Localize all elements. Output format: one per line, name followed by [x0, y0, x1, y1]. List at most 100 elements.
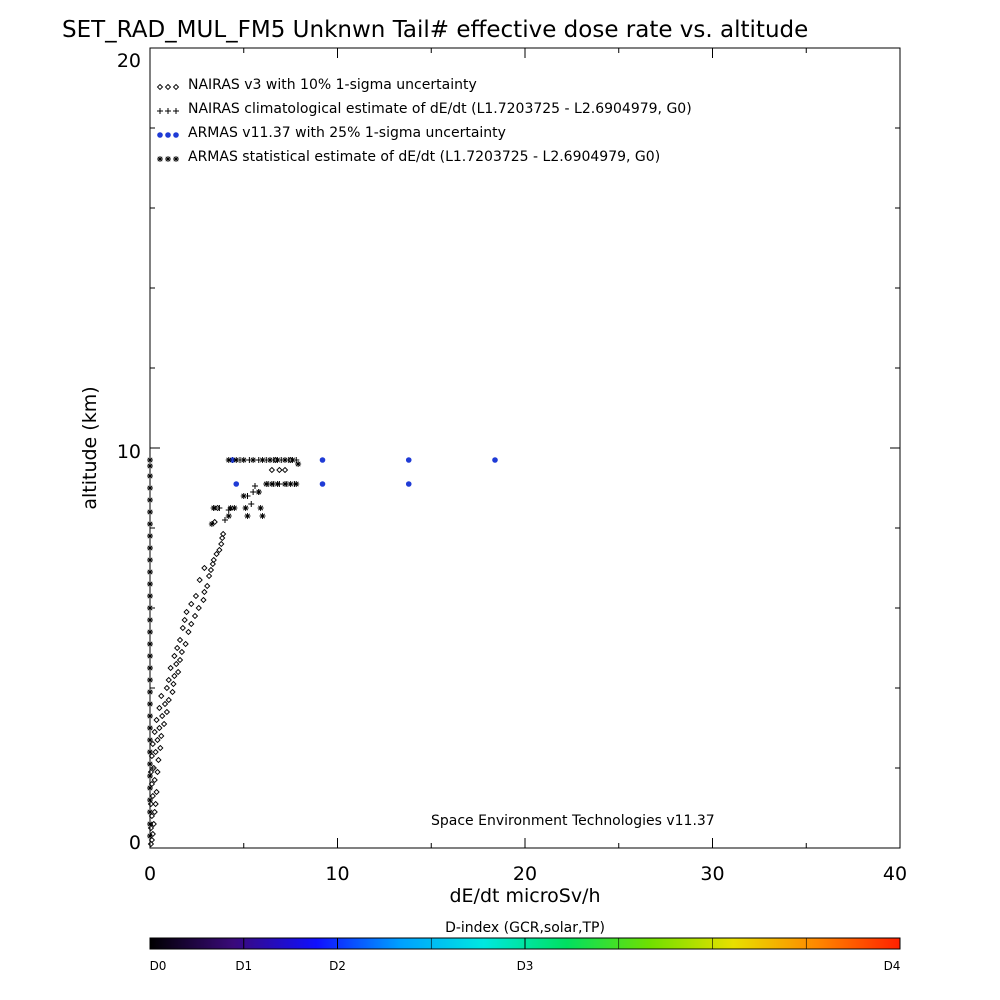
armas-statistical-point [242, 505, 249, 511]
data-points [147, 456, 498, 848]
nairas-v3-point [157, 744, 164, 752]
armas-statistical-point [274, 457, 281, 463]
nairas-v3-point [201, 564, 208, 572]
nairas-v3-point [163, 708, 171, 716]
armas-statistical-point [147, 581, 153, 587]
nairas-v3-point [174, 644, 181, 652]
nairas-v3-point [147, 800, 155, 808]
nairas-v3-point [196, 576, 203, 584]
armas-statistical-point [257, 505, 264, 511]
nairas-v3-point [188, 620, 195, 628]
nairas-v3-point [151, 808, 158, 816]
armas-statistical-point [208, 521, 215, 527]
armas-statistical-point [147, 677, 153, 683]
nairas-v3-point [158, 692, 165, 700]
chart-title: SET_RAD_MUL_FM5 Unknwn Tail# effective d… [62, 17, 808, 43]
nairas-v3-point [151, 728, 158, 736]
x-tick-label-30: 30 [700, 863, 724, 885]
nairas-v3-point [211, 518, 218, 526]
armas-statistical-point [147, 473, 153, 479]
x-tick-label-40: 40 [883, 863, 907, 885]
nairas-v3-point [182, 640, 189, 648]
armas-statistical-point [147, 689, 153, 695]
nairas-v3-point [170, 680, 177, 688]
legend-symbol [157, 132, 163, 138]
armas-statistical-point [263, 481, 270, 487]
legend-symbol [157, 156, 163, 162]
colorbar-label-d0: D0 [150, 959, 167, 973]
nairas-v3-point [181, 616, 188, 624]
armas-statistical-point [282, 481, 288, 487]
nairas-v3-point [281, 466, 289, 474]
nairas-v3-point [204, 582, 211, 590]
armas-statistical-point [147, 617, 153, 623]
armas-statistical-point [225, 457, 232, 463]
armas-statistical-point [147, 545, 153, 551]
armas-statistical-point [147, 641, 153, 647]
legend-symbol [165, 132, 171, 138]
nairas-v3-point [268, 466, 276, 474]
nairas-climatological-point [250, 489, 257, 495]
plot-frame [149, 47, 901, 849]
nairas-v3-point [147, 840, 155, 848]
armas-statistical-point [147, 821, 153, 827]
armas-v11-point [405, 481, 412, 487]
nairas-v3-point [169, 688, 176, 696]
nairas-v3-point [219, 530, 227, 538]
nairas-v3-point [153, 788, 160, 796]
y-tick-label-20: 20 [117, 50, 141, 72]
armas-statistical-point [147, 701, 153, 707]
armas-statistical-point [255, 489, 262, 495]
armas-statistical-point [227, 505, 234, 511]
legend-label-armas-statistical: ARMAS statistical estimate of dE/dt (L1.… [188, 149, 660, 165]
armas-statistical-point [147, 797, 153, 803]
legend-symbol [157, 108, 163, 114]
armas-statistical-point [147, 713, 153, 719]
legend-symbol [173, 132, 179, 138]
armas-statistical-point [147, 809, 153, 815]
nairas-v3-point [155, 756, 162, 764]
armas-statistical-point [268, 481, 275, 487]
armas-statistical-point [147, 521, 153, 527]
nairas-v3-point [149, 792, 156, 800]
nairas-v3-point [156, 724, 163, 732]
armas-statistical-point [147, 761, 153, 767]
legend-label-nairas-v3: NAIRAS v3 with 10% 1-sigma uncertainty [188, 77, 477, 93]
nairas-v3-point [167, 664, 174, 672]
legend-symbol [173, 156, 179, 162]
armas-v11-point [492, 457, 498, 463]
nairas-v3-point [152, 748, 159, 756]
armas-statistical-point [147, 569, 153, 575]
credit-annotation: Space Environment Technologies v11.37 [431, 813, 715, 829]
nairas-v3-point [148, 752, 156, 760]
armas-v11-point [319, 481, 326, 487]
armas-statistical-point [147, 785, 153, 791]
armas-statistical-point [147, 749, 153, 755]
armas-statistical-point [147, 653, 153, 659]
legend-marker-armas-v11 [157, 132, 179, 138]
y-tick-label-0: 0 [129, 832, 141, 854]
legend: NAIRAS v3 with 10% 1-sigma uncertainty N… [156, 77, 692, 165]
armas-statistical-point [240, 457, 247, 463]
legend-symbol [173, 108, 179, 114]
armas-statistical-point [231, 505, 238, 511]
nairas-v3-point [183, 608, 190, 616]
nairas-v3-point [149, 740, 156, 748]
axis-ticks [149, 47, 901, 849]
armas-statistical-point [267, 457, 273, 463]
armas-statistical-point [147, 457, 153, 463]
nairas-v3-point [171, 652, 178, 660]
armas-statistical-point [147, 557, 153, 563]
armas-statistical-point [147, 593, 153, 599]
armas-statistical-point [147, 509, 153, 515]
nairas-v3-point [207, 566, 215, 574]
nairas-v3-point [165, 696, 172, 704]
armas-statistical-point [240, 493, 247, 499]
armas-statistical-point [147, 665, 153, 671]
nairas-v3-point [176, 656, 184, 664]
armas-statistical-point [282, 457, 288, 463]
armas-v11-point [233, 481, 240, 487]
armas-v11-point [405, 457, 412, 463]
armas-statistical-point [147, 725, 153, 731]
legend-marker-nairas-v3 [156, 83, 180, 91]
